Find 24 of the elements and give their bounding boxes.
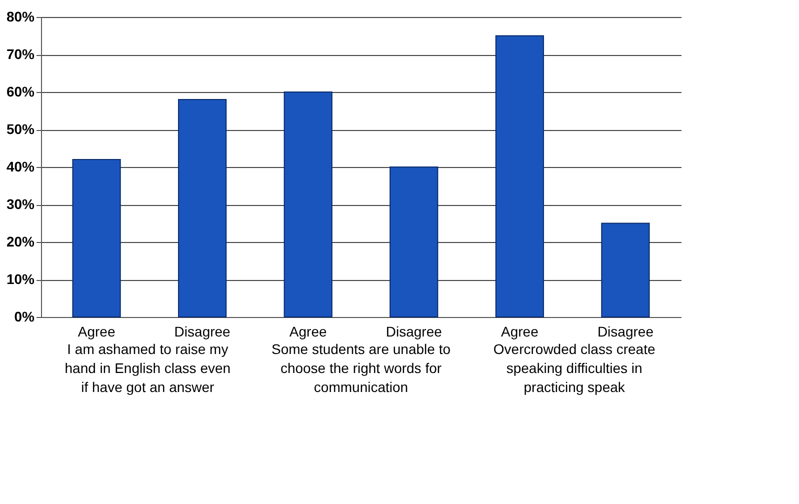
bar xyxy=(390,166,438,318)
y-tick-label: 80% xyxy=(6,8,36,24)
y-tick-label: 60% xyxy=(6,84,36,100)
y-tick-label: 20% xyxy=(6,234,36,250)
x-tick-label: Disagree xyxy=(597,324,654,340)
text: Overcrowded class create speaking difficulties in practicing speak xyxy=(493,341,656,395)
y-tick-label: 50% xyxy=(6,121,36,137)
x-tick-label: Disagree xyxy=(386,324,442,340)
text: Some students are unable to choose the right words for communication xyxy=(271,341,451,395)
y-tick-label: 10% xyxy=(6,271,36,287)
bar xyxy=(284,92,332,318)
y-tick-label: 70% xyxy=(6,46,36,62)
x-tick-label: Agree xyxy=(289,324,327,340)
text: I am ashamed to raise my hand in English class even if have got an answer xyxy=(64,341,231,395)
y-tick-label: 30% xyxy=(6,196,36,212)
bar xyxy=(72,159,121,318)
x-tick-label: Agree xyxy=(501,324,539,340)
x-tick-label: Disagree xyxy=(174,324,231,340)
bar xyxy=(601,222,650,318)
y-tick-label: 40% xyxy=(6,158,36,174)
x-tick-label: Agree xyxy=(78,324,116,340)
bar xyxy=(178,99,227,318)
bar xyxy=(495,35,544,318)
y-tick-label: 0% xyxy=(14,308,36,324)
